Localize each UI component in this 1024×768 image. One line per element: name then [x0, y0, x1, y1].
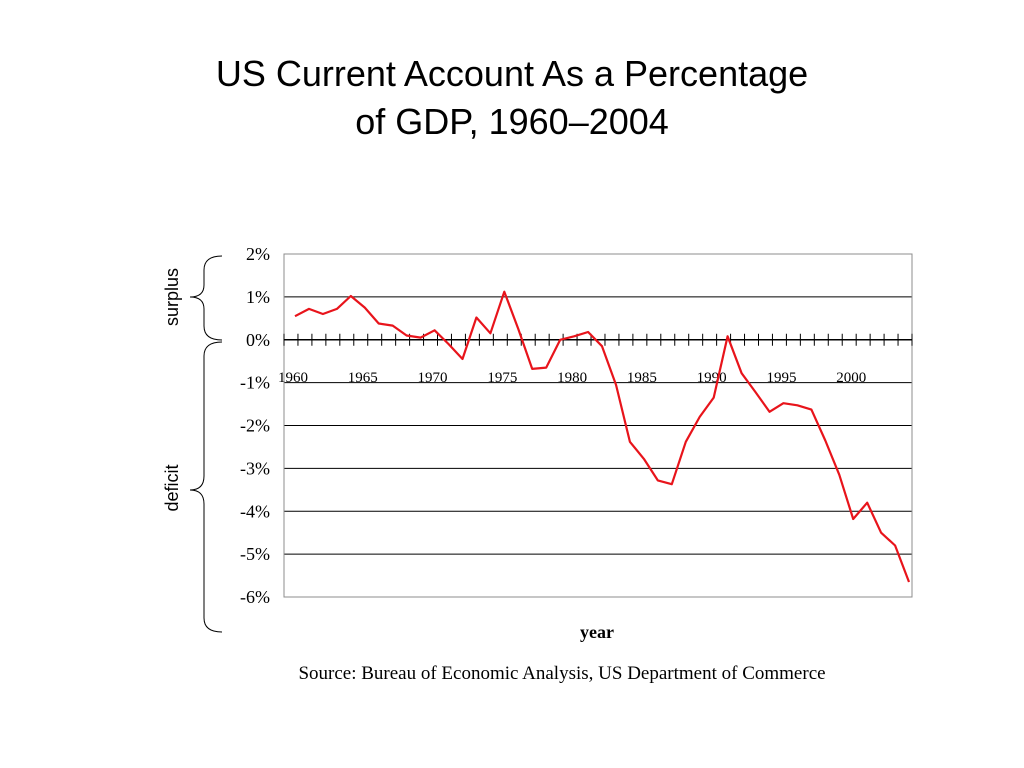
slide-title-line-2: of GDP, 1960–2004 — [355, 101, 669, 142]
y-tick-label: -6% — [240, 587, 270, 607]
x-tick-label: 1985 — [627, 370, 657, 386]
y-tick-label: -1% — [240, 373, 270, 393]
x-tick-label: 1995 — [766, 370, 796, 386]
x-tick-label: 1990 — [697, 370, 727, 386]
y-tick-label: -2% — [240, 416, 270, 436]
y-tick-label: 2% — [246, 244, 270, 264]
y-tick-label: -5% — [240, 544, 270, 564]
x-tick-label: 1960 — [278, 370, 308, 386]
x-tick-label: 1965 — [348, 370, 378, 386]
x-tick-label: 1980 — [557, 370, 587, 386]
source-note: Source: Bureau of Economic Analysis, US … — [298, 663, 825, 684]
deficit-brace — [189, 341, 223, 633]
x-axis-tick-labels: 1960 1965 1970 1975 1980 1985 1990 1995 2000 — [278, 370, 866, 386]
x-tick-label: 1975 — [487, 370, 517, 386]
y-axis-tick-labels: 2% 1% 0% -1% -2% -3% -4% -5% -6% — [240, 244, 270, 607]
x-axis — [283, 333, 913, 346]
x-tick-label: 1970 — [418, 370, 448, 386]
series-line — [294, 290, 911, 583]
y-tick-label: -4% — [240, 501, 270, 521]
slide-title-line-1: US Current Account As a Percentage — [215, 53, 809, 94]
surplus-brace — [189, 255, 223, 341]
gridlines — [284, 296, 912, 555]
surplus-label: surplus — [162, 268, 182, 326]
y-tick-label: -3% — [240, 458, 270, 478]
x-tick-label: 2000 — [836, 370, 866, 386]
plot-frame — [283, 253, 913, 598]
deficit-label: deficit — [162, 464, 182, 511]
y-tick-label: 1% — [246, 287, 270, 307]
x-axis-label: year — [580, 622, 614, 642]
y-tick-label: 0% — [246, 330, 270, 350]
